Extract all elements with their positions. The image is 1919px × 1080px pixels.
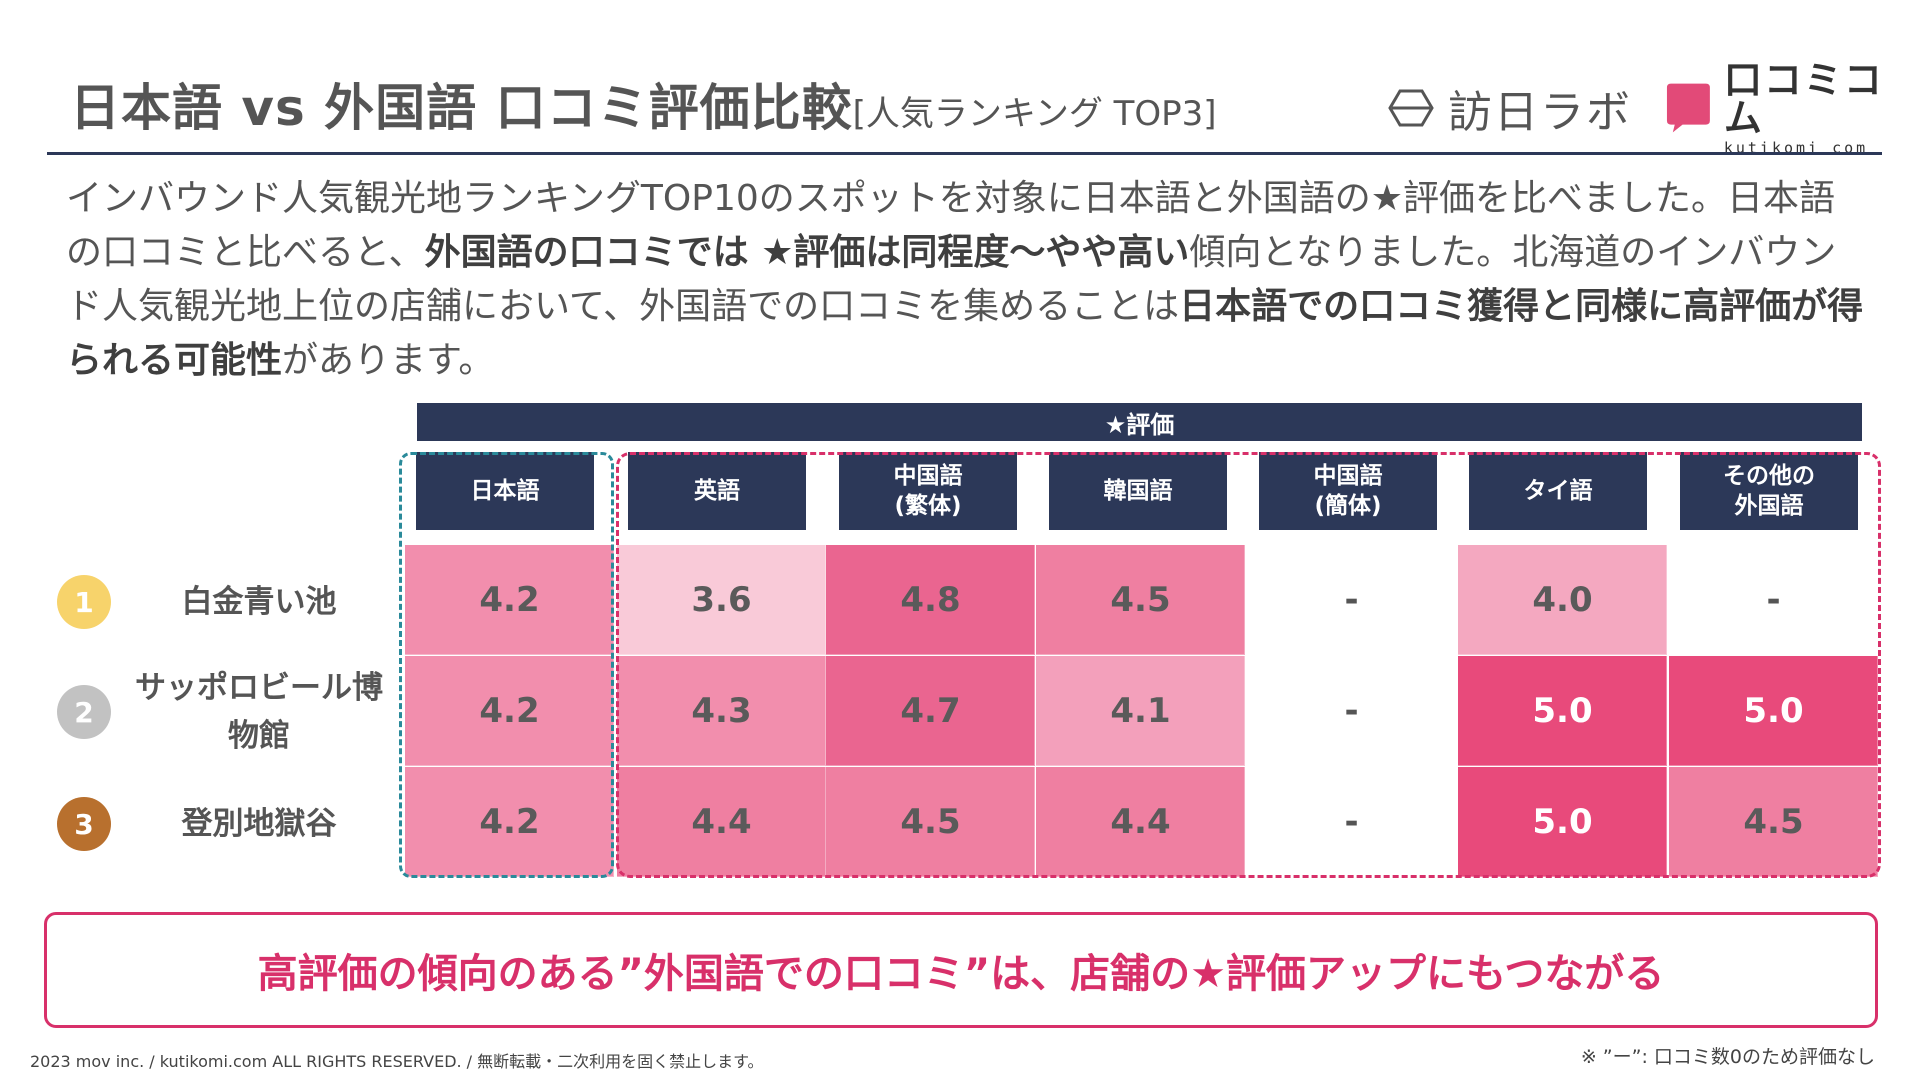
conclusion-callout: 高評価の傾向のある”外国語での口コミ”は、店舗の★評価アップにもつながる (44, 912, 1878, 1028)
rating-cell: 5.0 (1669, 656, 1878, 766)
rating-cell: 5.0 (1458, 767, 1667, 877)
rating-cell: 4.5 (1036, 545, 1245, 655)
rank-badge: 3 (57, 797, 111, 851)
houjin-lab-logo: 訪日ラボ (1388, 78, 1632, 138)
intro-bold-1: 外国語の口コミでは ★評価は同程度～やや高い (424, 232, 1190, 273)
rating-cell: 4.5 (826, 767, 1035, 877)
rank-badge: 1 (57, 575, 111, 629)
rating-cell: 4.3 (617, 656, 826, 766)
intro-text-1: インバウンド人気観光地ランキングTOP10のスポットを対象に日本語と外国語の★評… (66, 178, 1836, 273)
column-header: 英語 (628, 452, 806, 530)
spot-name: 登別地獄谷 (181, 806, 337, 842)
intro-text-3: があります。 (282, 340, 495, 381)
rating-cell: 4.4 (1036, 767, 1245, 877)
rating-cell: - (1669, 545, 1878, 655)
column-header: 中国語 (繁体) (839, 452, 1017, 530)
column-header: タイ語 (1469, 452, 1647, 530)
column-header: 韓国語 (1049, 452, 1227, 530)
rating-cell: - (1247, 767, 1456, 877)
hexagon-icon (1388, 89, 1434, 127)
page-title: 日本語 vs 外国語 口コミ評価比較[人気ランキング TOP3] (70, 68, 1217, 140)
rating-cell: 4.4 (617, 767, 826, 877)
rating-cell: - (1247, 656, 1456, 766)
intro-text-2: 傾向となりました。北海道のインバウンド人気観光地上位の店舗において、外国語での口… (66, 232, 1837, 327)
column-header: 日本語 (416, 452, 594, 530)
column-header: 中国語 (簡体) (1259, 452, 1437, 530)
spot-name: サッポロビール博物館 (135, 670, 383, 754)
intro-bold-2: 日本語での口コミ獲得と同様に高評価が得られる可能性 (66, 286, 1864, 381)
rating-cell: 4.0 (1458, 545, 1667, 655)
spot-name: 白金青い池 (181, 584, 337, 620)
kutikomi-logo-subtext: kutikomi com (1723, 138, 1869, 157)
japanese-group-outline (399, 452, 614, 878)
rating-cell: 5.0 (1458, 656, 1667, 766)
kutikomi-logo-text: 口コミコム (1723, 57, 1884, 140)
rating-cell: 3.6 (617, 545, 826, 655)
title-subtitle: [人気ランキング TOP3] (852, 94, 1217, 134)
rank-badge: 2 (57, 685, 111, 739)
footnote: ※ ”ー”: 口コミ数0のため評価なし (1580, 1046, 1875, 1068)
rating-cell: 4.1 (1036, 656, 1245, 766)
speech-bubble-icon (1666, 83, 1710, 133)
title-main: 日本語 vs 外国語 口コミ評価比較 (70, 79, 853, 137)
header-divider (47, 152, 1882, 155)
rating-cell: 4.2 (405, 767, 614, 877)
rating-cell: 4.5 (1669, 767, 1878, 877)
rating-cell: 4.2 (405, 545, 614, 655)
foreign-group-outline (616, 452, 1881, 878)
rating-cell: 4.8 (826, 545, 1035, 655)
column-header: その他の 外国語 (1680, 452, 1858, 530)
rating-cell: 4.7 (826, 656, 1035, 766)
copyright: 2023 mov inc. / kutikomi.com ALL RIGHTS … (30, 1052, 764, 1071)
kutikomi-logo: 口コミコム kutikomi com (1665, 61, 1919, 155)
rating-header: ★評価 (417, 403, 1862, 441)
intro-paragraph: インバウンド人気観光地ランキングTOP10のスポットを対象に日本語と外国語の★評… (66, 172, 1866, 388)
rating-cell: 4.2 (405, 656, 614, 766)
houjin-lab-logo-text: 訪日ラボ (1448, 87, 1632, 138)
rating-cell: - (1247, 545, 1456, 655)
